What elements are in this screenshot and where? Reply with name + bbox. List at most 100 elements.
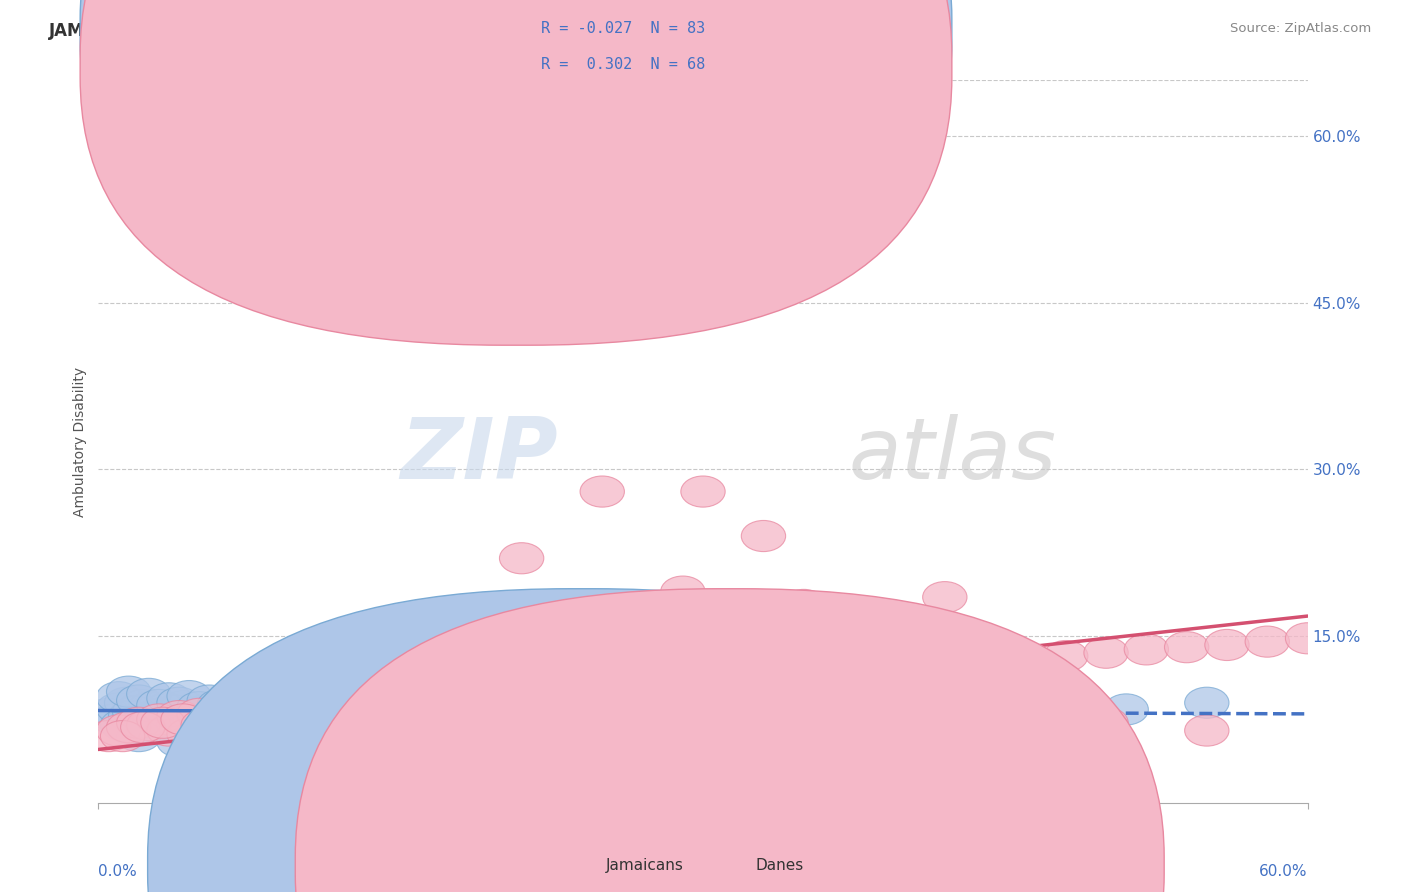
Ellipse shape [1084,637,1128,668]
Ellipse shape [253,703,298,734]
Ellipse shape [922,690,967,721]
Ellipse shape [782,694,825,725]
Text: R =  0.302  N = 68: R = 0.302 N = 68 [541,57,706,71]
Ellipse shape [1043,690,1088,721]
Ellipse shape [1004,643,1047,673]
Ellipse shape [187,685,232,716]
Ellipse shape [145,693,190,724]
Ellipse shape [399,690,443,721]
Ellipse shape [141,709,186,740]
Ellipse shape [782,590,825,621]
Ellipse shape [149,704,193,735]
Ellipse shape [499,542,544,574]
Ellipse shape [257,694,302,725]
Ellipse shape [157,700,201,731]
Ellipse shape [221,705,266,736]
Ellipse shape [762,659,806,690]
Ellipse shape [681,690,725,721]
Ellipse shape [218,707,262,739]
Ellipse shape [479,687,523,718]
Ellipse shape [439,681,484,713]
Ellipse shape [112,696,157,727]
Ellipse shape [842,696,886,727]
Y-axis label: Ambulatory Disability: Ambulatory Disability [73,367,87,516]
Ellipse shape [187,714,232,745]
Ellipse shape [160,704,205,735]
Ellipse shape [177,691,221,723]
Ellipse shape [125,707,169,739]
Ellipse shape [193,696,238,727]
Ellipse shape [801,657,846,687]
Ellipse shape [681,476,725,508]
Ellipse shape [86,721,131,752]
Ellipse shape [97,715,141,746]
Ellipse shape [107,712,150,743]
Ellipse shape [520,691,564,723]
Ellipse shape [225,690,270,721]
Ellipse shape [97,693,141,724]
Ellipse shape [197,709,242,740]
Ellipse shape [117,705,160,736]
Ellipse shape [218,694,262,725]
Ellipse shape [188,705,233,736]
Ellipse shape [197,723,242,754]
Ellipse shape [238,700,281,731]
Ellipse shape [439,730,484,761]
Ellipse shape [108,700,153,731]
Ellipse shape [1104,694,1149,725]
Ellipse shape [167,681,211,712]
Ellipse shape [177,698,221,730]
Ellipse shape [963,645,1007,676]
Ellipse shape [229,705,274,736]
Ellipse shape [228,703,271,734]
Ellipse shape [1084,707,1128,739]
Ellipse shape [117,707,160,739]
Ellipse shape [121,690,165,721]
Ellipse shape [107,676,150,707]
Ellipse shape [721,663,765,694]
Ellipse shape [883,652,927,682]
Ellipse shape [201,700,246,731]
Ellipse shape [104,687,149,718]
Ellipse shape [97,681,141,713]
Ellipse shape [247,709,292,740]
Text: 0.0%: 0.0% [98,864,138,879]
Ellipse shape [1125,634,1168,665]
Ellipse shape [983,696,1028,727]
Ellipse shape [600,673,644,705]
Ellipse shape [100,709,145,740]
Ellipse shape [238,698,281,730]
Text: atlas: atlas [848,415,1056,498]
Ellipse shape [177,699,221,731]
Ellipse shape [153,695,197,726]
Ellipse shape [127,709,172,740]
Ellipse shape [281,691,326,723]
Ellipse shape [233,696,278,727]
Ellipse shape [201,691,246,723]
Ellipse shape [93,704,136,735]
Ellipse shape [160,690,205,722]
Ellipse shape [117,721,160,752]
Ellipse shape [681,665,725,696]
Ellipse shape [359,685,402,716]
Ellipse shape [278,694,322,725]
Ellipse shape [278,654,322,685]
Ellipse shape [322,687,367,718]
Ellipse shape [173,702,218,732]
Ellipse shape [581,476,624,508]
Ellipse shape [1285,623,1330,654]
Ellipse shape [298,687,342,718]
Ellipse shape [181,709,225,740]
Ellipse shape [221,712,266,743]
Ellipse shape [883,721,927,752]
Ellipse shape [399,685,443,716]
Ellipse shape [1185,687,1229,718]
Ellipse shape [318,736,363,767]
Ellipse shape [721,723,765,754]
Ellipse shape [842,654,886,685]
Ellipse shape [146,715,191,746]
Ellipse shape [479,676,523,707]
Ellipse shape [141,707,186,739]
Ellipse shape [157,708,201,739]
Ellipse shape [641,667,685,698]
